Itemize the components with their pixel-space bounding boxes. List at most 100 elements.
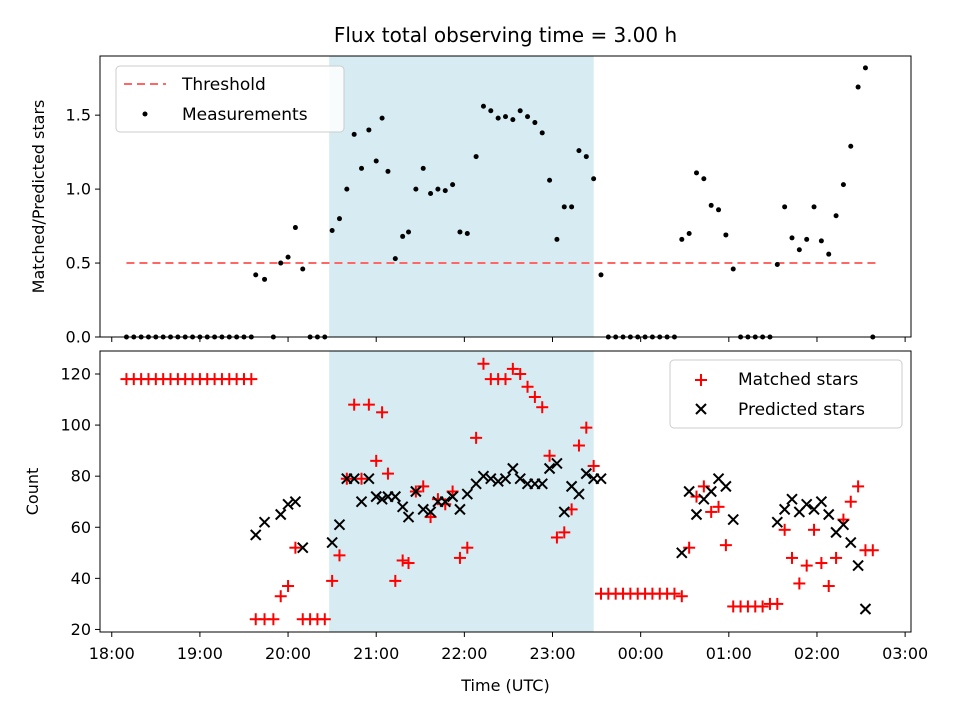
matched-star-point [844, 495, 857, 508]
matched-star-point [771, 597, 784, 610]
predicted-star-point [376, 493, 388, 505]
measurement-point [591, 176, 597, 182]
matched-star-point [461, 541, 474, 554]
measurement-point [862, 65, 868, 71]
measurement-point [420, 165, 426, 171]
matched-star-point [389, 574, 402, 587]
matched-star-point [355, 472, 368, 485]
matched-star-point [267, 613, 280, 626]
measurement-point [730, 266, 736, 272]
predicted-star-point [786, 493, 798, 505]
matched-star-point [683, 541, 696, 554]
y-tick-label: 120 [60, 364, 91, 383]
predicted-star-point [815, 496, 828, 508]
matched-star-point [815, 557, 828, 570]
measurement-point [774, 262, 780, 268]
measurement-point [576, 148, 582, 154]
matched-star-point [550, 531, 563, 544]
matched-star-point [785, 551, 798, 564]
measurement-point [686, 230, 692, 236]
measurement-point [400, 233, 406, 239]
matched-star-point [453, 551, 466, 564]
matched-star-point [697, 480, 710, 493]
predicted-star-point [289, 496, 302, 508]
x-tick-label: 01:00 [706, 644, 752, 663]
predicted-star-point [461, 488, 474, 500]
measurement-point [379, 115, 385, 121]
matched-star-point [318, 613, 331, 626]
predicted-star-point [507, 462, 519, 475]
top-legend: Threshold Measurements [115, 65, 345, 133]
measurement-point [855, 84, 861, 90]
predicted-star-point [551, 457, 563, 470]
matched-star-point [852, 480, 865, 493]
measurement-point [561, 204, 567, 210]
top-shaded-region [329, 56, 594, 337]
y-tick-label: 60 [71, 518, 91, 537]
measurement-point [300, 266, 306, 272]
matched-star-point [822, 580, 835, 593]
predicted-star-point [410, 485, 422, 498]
predicted-star-point [705, 485, 717, 498]
matched-star-point [558, 526, 571, 539]
predicted-star-point [845, 536, 857, 549]
matched-star-point [719, 539, 732, 552]
measurement-point [503, 114, 508, 120]
matched-star-point [362, 398, 375, 411]
measurement-point [833, 213, 839, 219]
x-axis-label: Time (UTC) [460, 676, 549, 695]
measurement-point [329, 228, 335, 234]
matched-star-point [830, 551, 843, 564]
matched-star-point [808, 523, 821, 536]
predicted-star-point [417, 503, 429, 516]
predicted-star-point [485, 473, 497, 485]
predicted-star-point [580, 467, 593, 480]
predicted-star-point [477, 470, 490, 482]
measurement-point [457, 229, 463, 235]
predicted-star-point [800, 498, 813, 510]
predicted-star-point [837, 519, 850, 531]
predicted-star-point [250, 529, 262, 541]
measurement-point [818, 238, 824, 244]
measurement-point [480, 103, 486, 109]
measurement-point [723, 232, 729, 238]
matched-star-point [800, 559, 813, 572]
predicted-star-point [727, 513, 739, 526]
predicted-star-point [778, 503, 791, 516]
measurement-point [285, 254, 291, 260]
predicted-star-point [852, 559, 864, 572]
top-y-axis-label: Matched/Predicted stars [29, 100, 48, 294]
predicted-star-point [282, 498, 294, 510]
legend-measurements-swatch [142, 111, 148, 117]
measurement-point [292, 225, 298, 231]
x-tick-label: 21:00 [353, 644, 399, 663]
measurement-point [442, 188, 448, 194]
measurement-point [532, 120, 538, 126]
y-tick-label: 0.5 [66, 254, 91, 273]
measurement-point [539, 130, 545, 136]
matched-star-point [668, 587, 681, 600]
measurement-point [826, 251, 832, 257]
measurement-point [848, 143, 854, 149]
measurement-point [406, 229, 412, 235]
predicted-star-point [424, 506, 437, 518]
predicted-star-point [595, 473, 607, 485]
predicted-star-point [297, 541, 309, 554]
predicted-star-point [439, 496, 451, 508]
predicted-star-point [859, 603, 872, 615]
top-y-ticks: 0.0 0.5 1.0 1.5 [66, 106, 100, 347]
matched-star-point [417, 480, 430, 493]
measurement-point [840, 182, 846, 188]
chart-title: Flux total observing time = 3.00 h [334, 23, 677, 47]
measurement-point [569, 204, 575, 210]
legend-measurements-label: Measurements [182, 105, 308, 125]
y-tick-label: 80 [71, 467, 91, 486]
measurement-point [554, 236, 560, 242]
matched-star-point [282, 580, 295, 593]
matched-star-point [274, 590, 287, 603]
legend-threshold-label: Threshold [181, 75, 266, 95]
matched-star-point [381, 467, 394, 480]
measurement-point [336, 216, 342, 222]
measurement-point [450, 182, 456, 188]
measurement-point [385, 168, 391, 174]
